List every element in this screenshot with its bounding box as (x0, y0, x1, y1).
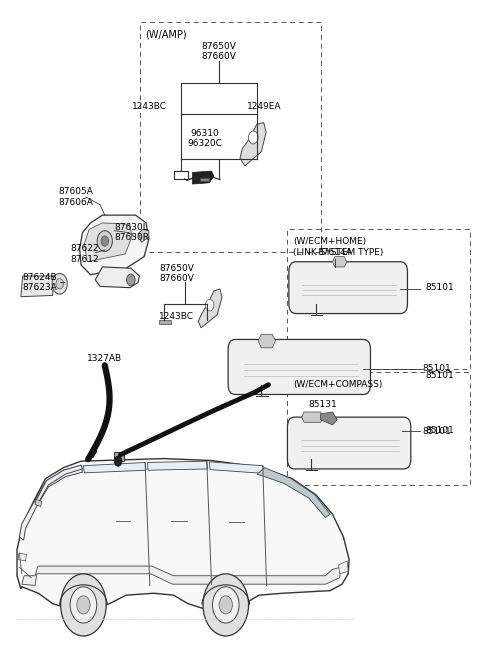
Text: 85101: 85101 (423, 364, 451, 373)
Text: 85101: 85101 (425, 370, 454, 379)
Bar (140, 22, 321, 252)
Text: 1249EA: 1249EA (247, 102, 282, 111)
FancyBboxPatch shape (228, 340, 371, 394)
Circle shape (219, 596, 232, 614)
Text: 85101: 85101 (425, 283, 454, 292)
Text: 96310
96320C: 96310 96320C (187, 129, 222, 148)
Text: 85131: 85131 (309, 400, 337, 409)
Polygon shape (96, 267, 139, 288)
Polygon shape (301, 412, 323, 422)
Bar (288, 372, 470, 485)
Text: 85101: 85101 (425, 426, 454, 435)
Circle shape (114, 456, 122, 466)
Polygon shape (35, 500, 42, 507)
Polygon shape (192, 171, 214, 184)
Text: 87630L
87630R: 87630L 87630R (114, 223, 149, 242)
Polygon shape (18, 553, 26, 561)
Text: 1243BC: 1243BC (132, 102, 167, 111)
FancyBboxPatch shape (289, 262, 408, 313)
Polygon shape (138, 229, 149, 242)
Circle shape (97, 231, 112, 251)
Polygon shape (321, 412, 337, 425)
Text: 1327AB: 1327AB (87, 355, 122, 363)
Text: 87605A
87606A: 87605A 87606A (59, 187, 94, 207)
Circle shape (70, 587, 96, 623)
Polygon shape (19, 466, 83, 540)
Bar (288, 229, 470, 368)
Polygon shape (35, 465, 83, 505)
Circle shape (213, 587, 239, 623)
Circle shape (203, 574, 249, 636)
Text: 87650V
87660V: 87650V 87660V (201, 42, 236, 61)
Polygon shape (159, 320, 171, 324)
Polygon shape (84, 223, 132, 262)
Polygon shape (147, 461, 208, 470)
Text: 87650V
87660V: 87650V 87660V (159, 264, 194, 283)
Polygon shape (240, 123, 266, 166)
Text: 87622
87612: 87622 87612 (70, 244, 99, 264)
Circle shape (205, 299, 214, 311)
Polygon shape (339, 561, 348, 574)
Polygon shape (258, 334, 276, 348)
Text: 87614A: 87614A (317, 247, 352, 257)
Circle shape (77, 596, 90, 614)
Polygon shape (21, 276, 54, 296)
Text: 1243BC: 1243BC (159, 312, 194, 321)
Polygon shape (17, 458, 349, 610)
Text: (W/ECM+COMPASS): (W/ECM+COMPASS) (293, 379, 383, 389)
Circle shape (56, 279, 63, 289)
Text: 87624B
87623A: 87624B 87623A (23, 273, 58, 292)
Polygon shape (200, 178, 209, 181)
Polygon shape (209, 462, 264, 473)
Polygon shape (84, 462, 146, 473)
Circle shape (60, 574, 106, 636)
Polygon shape (22, 566, 341, 586)
Text: 85101: 85101 (423, 427, 451, 436)
Text: (W/AMP): (W/AMP) (145, 30, 187, 40)
Circle shape (101, 236, 108, 246)
Polygon shape (198, 289, 222, 328)
Polygon shape (333, 257, 347, 267)
Polygon shape (80, 215, 149, 275)
Text: (W/ECM+HOME)
(LINK SYSTEM TYPE): (W/ECM+HOME) (LINK SYSTEM TYPE) (293, 237, 384, 257)
FancyBboxPatch shape (288, 417, 411, 469)
Polygon shape (257, 468, 330, 517)
Circle shape (52, 274, 67, 294)
Circle shape (249, 131, 258, 144)
Bar (114, 452, 124, 461)
Circle shape (127, 274, 135, 286)
